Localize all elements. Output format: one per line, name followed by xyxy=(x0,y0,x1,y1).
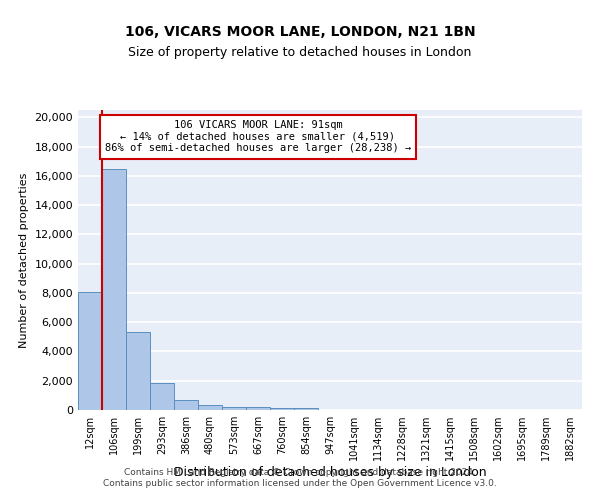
Bar xyxy=(78,292,102,410)
Text: Size of property relative to detached houses in London: Size of property relative to detached ho… xyxy=(128,46,472,59)
Bar xyxy=(102,168,126,410)
Bar xyxy=(294,408,318,410)
Text: Contains HM Land Registry data © Crown copyright and database right 2024.
Contai: Contains HM Land Registry data © Crown c… xyxy=(103,468,497,487)
Bar xyxy=(222,407,246,410)
Y-axis label: Number of detached properties: Number of detached properties xyxy=(19,172,29,348)
Bar xyxy=(198,405,222,410)
Text: 106 VICARS MOOR LANE: 91sqm
← 14% of detached houses are smaller (4,519)
86% of : 106 VICARS MOOR LANE: 91sqm ← 14% of det… xyxy=(105,120,411,154)
X-axis label: Distribution of detached houses by size in London: Distribution of detached houses by size … xyxy=(173,466,487,479)
Bar xyxy=(150,382,174,410)
Bar xyxy=(174,400,198,410)
Bar xyxy=(270,408,294,410)
Text: 106, VICARS MOOR LANE, LONDON, N21 1BN: 106, VICARS MOOR LANE, LONDON, N21 1BN xyxy=(125,26,475,40)
Bar xyxy=(246,408,270,410)
Bar xyxy=(126,332,150,410)
